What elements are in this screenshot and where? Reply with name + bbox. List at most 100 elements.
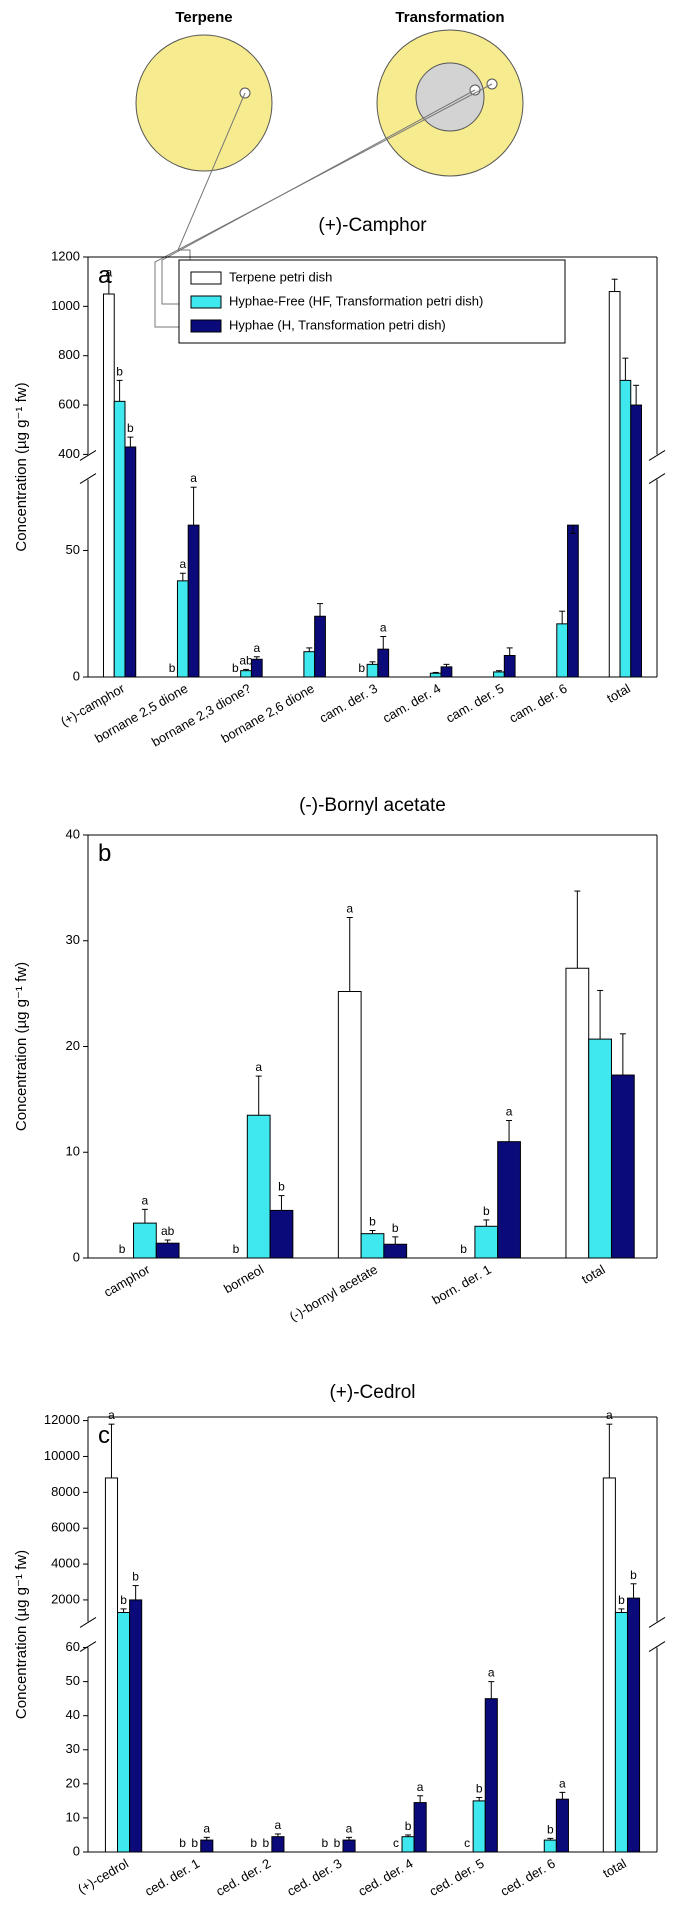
y-tick-label: 10 (66, 1809, 80, 1824)
significance-letter: b (262, 1836, 269, 1850)
bar (472, 1800, 486, 1853)
error-bar (619, 1033, 626, 1076)
y-tick-label: 0 (73, 1843, 80, 1858)
bar (608, 291, 621, 678)
y-tick-label: 10 (66, 1144, 80, 1159)
significance-letter: a (142, 1193, 149, 1207)
y-tick-label: 800 (58, 347, 80, 362)
error-bar (495, 670, 502, 672)
break-mark (79, 1641, 97, 1652)
significance-letter: b (119, 1242, 126, 1256)
significance-letter: b (460, 1242, 467, 1256)
significance-letter: b (250, 1836, 257, 1850)
bar (493, 671, 505, 678)
error-bar (120, 1608, 127, 1613)
significance-letter: b (127, 421, 134, 435)
significance-letter: a (606, 1408, 613, 1422)
bar (337, 991, 362, 1259)
y-tick-label: 4000 (51, 1555, 80, 1570)
error-bar (255, 1075, 262, 1116)
error-bar (306, 647, 313, 652)
bar (360, 1233, 385, 1259)
significance-letter: b (179, 1836, 186, 1850)
break-mark (648, 1641, 666, 1652)
error-bar (369, 1230, 376, 1234)
error-bar (559, 1791, 566, 1800)
y-tick-label: 1200 (51, 248, 80, 263)
x-tick-label: ced. der. 2 (213, 1856, 273, 1899)
y-tick-label: 0 (73, 1249, 80, 1264)
x-tick-label: camphor (101, 1261, 153, 1300)
error-bar (483, 1219, 490, 1227)
y-tick-label: 1000 (51, 298, 80, 313)
significance-letter: b (630, 1568, 637, 1582)
hyphae-area (415, 62, 485, 132)
x-tick-label: cam. der. 4 (380, 681, 443, 726)
significance-letter: b (618, 1593, 625, 1607)
bar (104, 1477, 119, 1853)
connector (154, 83, 493, 328)
bar (610, 1074, 635, 1259)
significance-letter: a (179, 557, 186, 571)
error-bar (127, 436, 134, 447)
y-tick-label: 12000 (44, 1412, 80, 1427)
y-tick-label: 20 (66, 1038, 80, 1053)
diagram-label: Transformation (395, 9, 504, 26)
significance-letter: b (369, 1215, 376, 1229)
x-tick-label: born. der. 1 (429, 1262, 493, 1308)
y-tick-label: 0 (73, 668, 80, 683)
bar (556, 623, 569, 678)
bar (588, 1038, 612, 1259)
x-tick-label: total (579, 1262, 608, 1287)
y-tick-label: 20 (66, 1775, 80, 1790)
error-bar (405, 1834, 412, 1837)
error-bar (278, 1195, 285, 1211)
x-tick-label: ced. der. 1 (142, 1856, 202, 1899)
error-bar (606, 1423, 613, 1478)
break-mark (79, 449, 97, 461)
bar (429, 672, 442, 678)
petri-dish (135, 34, 273, 172)
y-tick-label: 40 (66, 826, 80, 841)
diagram-label: Terpene (175, 9, 232, 26)
y-tick-label: 60 (66, 1639, 80, 1654)
error-bar (547, 1837, 554, 1841)
significance-letter: a (346, 1821, 353, 1835)
error-bar (443, 663, 450, 667)
bar (614, 1611, 628, 1853)
bar (246, 1114, 271, 1259)
bar (383, 1243, 408, 1259)
error-bar (569, 525, 576, 534)
bar (129, 1599, 143, 1853)
error-bar (369, 661, 376, 665)
x-tick-label: ced. der. 6 (498, 1856, 558, 1899)
error-bar (618, 1608, 625, 1613)
bar (303, 651, 316, 678)
error-bar (203, 1836, 210, 1841)
bar (102, 293, 115, 678)
error-bar (506, 647, 513, 656)
x-tick-label: cam. der. 3 (317, 681, 380, 726)
error-bar (559, 610, 566, 624)
error-bar (346, 916, 353, 992)
bar (250, 658, 263, 678)
bar (176, 580, 189, 678)
significance-letter: b (392, 1221, 399, 1235)
significance-letter: b (120, 1593, 127, 1607)
panel-label: c (98, 1422, 110, 1449)
error-bar (274, 1833, 281, 1837)
bar (200, 1839, 214, 1853)
x-tick-label: ced. der. 4 (355, 1856, 415, 1899)
error-bar (105, 281, 112, 295)
significance-letter: b (476, 1781, 483, 1795)
significance-letter: a (380, 621, 387, 635)
significance-letter: b (483, 1204, 490, 1218)
legend-label: Terpene petri dish (229, 269, 332, 284)
bar (113, 400, 126, 678)
error-bar (116, 379, 123, 402)
significance-letter: b (132, 1570, 139, 1584)
x-tick-label: ced. der. 5 (427, 1856, 487, 1899)
connector (161, 89, 476, 305)
error-bar (506, 1120, 513, 1142)
